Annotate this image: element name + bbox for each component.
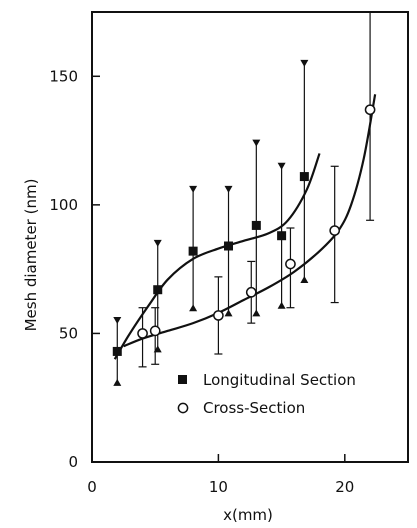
error-cap-high-longitudinal bbox=[300, 59, 309, 67]
error-cap-low-longitudinal bbox=[224, 309, 233, 317]
data-point-longitudinal bbox=[277, 231, 287, 241]
error-cap-low-longitudinal bbox=[252, 309, 261, 317]
data-point-longitudinal bbox=[112, 346, 122, 356]
data-point-longitudinal bbox=[299, 172, 309, 182]
error-cap-high-longitudinal bbox=[277, 162, 286, 170]
data-point-longitudinal bbox=[224, 241, 234, 251]
data-point-cross-section bbox=[364, 104, 376, 116]
y-tick-label: 100 bbox=[49, 196, 78, 214]
x-tick-label: 10 bbox=[209, 478, 228, 496]
fit-curve-cross-section bbox=[123, 94, 377, 348]
data-point-cross-section bbox=[137, 328, 148, 339]
data-point-cross-section bbox=[149, 325, 161, 337]
axis-ticks: 0 50 100 150 0 10 20 bbox=[49, 67, 354, 496]
data-point-cross-section bbox=[285, 258, 296, 270]
data-point-longitudinal bbox=[153, 285, 163, 295]
fit-curve-longitudinal bbox=[113, 153, 321, 360]
fit-curves bbox=[113, 94, 377, 360]
error-cap-high-longitudinal bbox=[113, 317, 122, 324]
error-cap-high-longitudinal bbox=[189, 185, 198, 193]
y-axis-title: Mesh diameter (nm) bbox=[22, 179, 40, 332]
error-cap-high-longitudinal bbox=[153, 239, 162, 247]
legend-marker-cross-section bbox=[177, 402, 189, 414]
error-cap-low-longitudinal bbox=[113, 378, 122, 386]
legend-marker-longitudinal bbox=[178, 375, 187, 384]
y-tick-label: 50 bbox=[59, 324, 78, 342]
error-cap-low-longitudinal bbox=[300, 276, 309, 283]
error-cap-low-longitudinal bbox=[277, 301, 286, 309]
legend-label-longitudinal: Longitudinal Section bbox=[203, 371, 356, 389]
x-tick-label: 0 bbox=[87, 478, 97, 496]
data-point-longitudinal bbox=[251, 220, 261, 230]
data-point-cross-section bbox=[329, 225, 341, 236]
plot-frame bbox=[91, 11, 409, 463]
data-point-longitudinal bbox=[188, 246, 198, 256]
plot-border bbox=[91, 11, 409, 463]
legend: Longitudinal Section Cross-Section bbox=[177, 371, 356, 417]
y-tick-label: 150 bbox=[49, 67, 78, 85]
error-cap-high-longitudinal bbox=[252, 139, 261, 147]
x-axis-title: x(mm) bbox=[223, 506, 273, 524]
y-tick-label: 0 bbox=[68, 453, 78, 471]
data-point-cross-section bbox=[245, 286, 257, 298]
error-cap-low-longitudinal bbox=[189, 304, 198, 312]
error-cap-high-longitudinal bbox=[224, 185, 233, 193]
data-point-cross-section bbox=[213, 310, 224, 321]
x-tick-label: 20 bbox=[335, 478, 354, 496]
legend-label-cross-section: Cross-Section bbox=[203, 399, 305, 417]
data-markers bbox=[112, 104, 376, 356]
